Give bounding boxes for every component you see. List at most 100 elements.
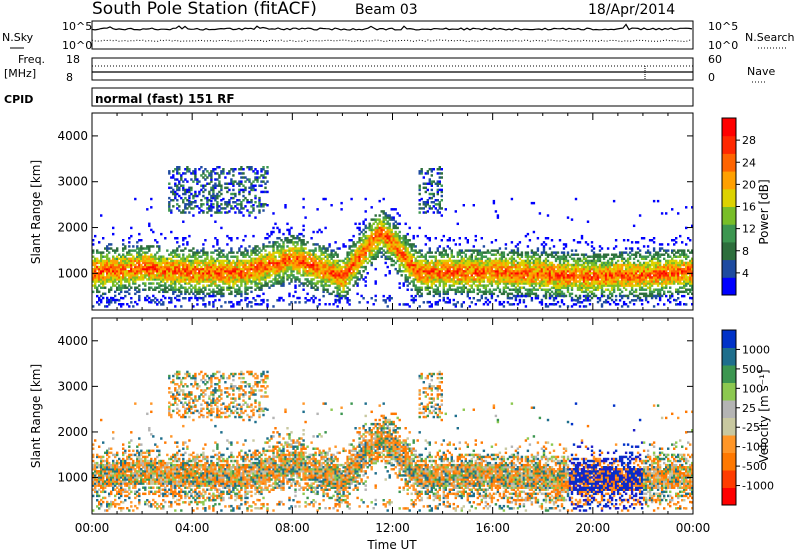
heatmap-cell [522, 294, 526, 298]
heatmap-cell [192, 201, 195, 204]
heatmap-cell [108, 278, 111, 281]
heatmap-cell [554, 272, 558, 275]
heatmap-cell [484, 270, 488, 273]
heatmap-cell [396, 253, 399, 256]
heatmap-cell [500, 259, 504, 263]
heatmap-cell [142, 265, 145, 269]
heatmap-cell [430, 303, 433, 306]
heatmap-cell [326, 249, 329, 252]
heatmap-cell [238, 199, 241, 202]
heatmap-cell [350, 263, 353, 267]
heatmap-cell [524, 251, 528, 254]
heatmap-cell [186, 278, 189, 281]
heatmap-cell [314, 265, 317, 269]
heatmap-cell [244, 267, 247, 271]
heatmap-cell [552, 251, 556, 254]
heatmap-cell [212, 257, 215, 261]
heatmap-cell [94, 265, 97, 269]
heatmap-cell [482, 270, 486, 273]
heatmap-cell [526, 267, 530, 271]
heatmap-cell [400, 261, 403, 265]
heatmap-cell [486, 261, 490, 265]
heatmap-cell [272, 241, 275, 244]
heatmap-cell [186, 267, 189, 271]
heatmap-cell [530, 251, 534, 254]
heatmap-cell [96, 251, 99, 254]
heatmap-cell [354, 280, 357, 283]
heatmap-cell [298, 247, 301, 250]
heatmap-cell [134, 278, 137, 281]
heatmap-cell [98, 290, 101, 294]
heatmap-cell [384, 232, 387, 236]
heatmap-cell [164, 259, 167, 263]
heatmap-cell [502, 305, 506, 308]
heatmap-cell [256, 274, 259, 277]
heatmap-cell [222, 168, 225, 171]
heatmap-cell [276, 265, 279, 269]
heatmap-cell [160, 278, 163, 281]
heatmap-cell [514, 251, 518, 254]
heatmap-cell [528, 292, 532, 296]
heatmap-cell [304, 255, 307, 258]
heatmap-cell [480, 261, 483, 265]
heatmap-cell [122, 303, 125, 306]
heatmap-cell [422, 272, 425, 275]
heatmap-cell [358, 301, 361, 304]
heatmap-cell [488, 292, 492, 296]
heatmap-cell [510, 257, 514, 261]
heatmap-cell [292, 257, 295, 261]
heatmap-cell [166, 265, 169, 269]
heatmap-cell [346, 263, 349, 267]
heatmap-cell [342, 284, 345, 287]
heatmap-cell [240, 207, 243, 210]
heatmap-cell [404, 280, 407, 283]
heatmap-cell [444, 290, 447, 294]
heatmap-cell [212, 278, 215, 281]
heatmap-cell [492, 261, 496, 265]
heatmap-cell [398, 255, 401, 258]
heatmap-cell [340, 259, 343, 263]
heatmap-cell [376, 249, 379, 252]
heatmap-cell [196, 253, 199, 256]
heatmap-cell [494, 270, 498, 273]
heatmap-cell [286, 267, 289, 271]
heatmap-cell [150, 299, 153, 302]
heatmap-cell [252, 170, 255, 173]
heatmap-cell [298, 267, 301, 271]
heatmap-cell [266, 257, 269, 261]
heatmap-cell [392, 241, 395, 244]
heatmap-cell [196, 274, 199, 277]
heatmap-cell [512, 276, 516, 279]
heatmap-cell [498, 282, 502, 285]
heatmap-cell [222, 276, 225, 279]
heatmap-cell [206, 267, 209, 271]
heatmap-cell [482, 267, 486, 271]
heatmap-cell [184, 290, 187, 294]
heatmap-cell [452, 288, 455, 291]
heatmap-cell [136, 253, 139, 256]
heatmap-cell [200, 288, 203, 291]
heatmap-cell [128, 259, 131, 263]
heatmap-cell [524, 261, 528, 265]
heatmap-cell [514, 267, 518, 271]
heatmap-cell [264, 278, 267, 281]
heatmap-cell [516, 276, 520, 279]
heatmap-cell [188, 261, 191, 265]
heatmap-cell [346, 282, 349, 285]
heatmap-cell [548, 292, 552, 296]
heatmap-cell [418, 255, 421, 258]
heatmap-cell [228, 199, 231, 202]
heatmap-cell [430, 180, 433, 183]
heatmap-cell [258, 274, 261, 277]
heatmap-cell [230, 178, 233, 181]
heatmap-cell [534, 265, 538, 269]
heatmap-cell [476, 265, 479, 269]
heatmap-cell [458, 282, 461, 285]
heatmap-cell [176, 278, 179, 281]
heatmap-cell [428, 265, 431, 269]
heatmap-cell [516, 270, 520, 273]
heatmap-cell [208, 301, 211, 304]
heatmap-cell [362, 249, 365, 252]
heatmap-cell [402, 251, 405, 254]
heatmap-cell [452, 298, 455, 302]
